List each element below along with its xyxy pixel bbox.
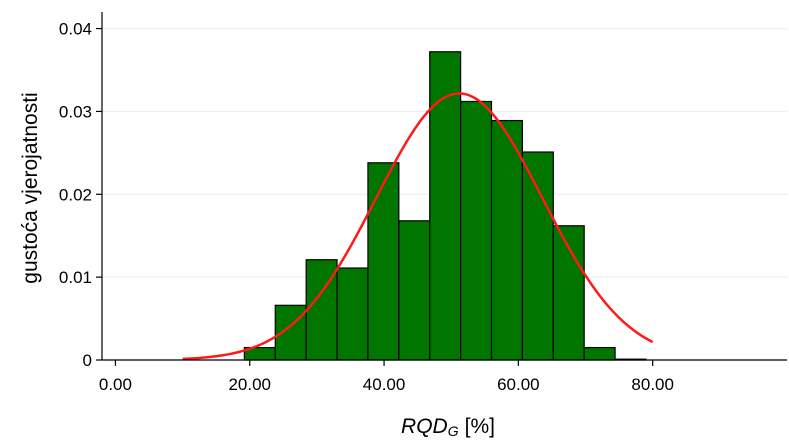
x-tick-label-2: 40.00: [363, 375, 406, 394]
y-tick-label-2: 0.02: [59, 185, 92, 204]
histogram-bar-11: [583, 346, 616, 361]
x-tick-label-0: 0.00: [99, 375, 132, 394]
histogram-bar-3: [336, 267, 369, 361]
x-axis-title-unit: [%]: [465, 415, 495, 438]
x-tick-label-1: 20.00: [228, 375, 271, 394]
y-tick-label-3: 0.03: [59, 102, 92, 121]
y-tick-label-1: 0.01: [59, 268, 92, 287]
x-tick-label-3: 60.00: [497, 375, 540, 394]
x-tick-label-4: 80.00: [631, 375, 674, 394]
histogram-bar-9: [521, 151, 554, 361]
axes: [96, 12, 787, 366]
y-axis-title: gustoća vjerojatnosti: [19, 92, 42, 283]
histogram-bar-8: [490, 119, 524, 361]
x-axis-title-main: RQD: [401, 415, 448, 438]
histogram-bar-4: [367, 162, 400, 361]
histogram-bar-5: [398, 220, 431, 361]
tick-labels: 0 0.01 0.02 0.03 0.04 0.00 20.00 40.00 60.00 80.0…: [59, 20, 674, 394]
histogram-bar-7: [460, 100, 493, 361]
y-tick-label-0: 0: [83, 351, 92, 370]
x-axis-title-subscript: G: [448, 423, 459, 439]
x-axis-title: RQDG [%]: [401, 415, 495, 439]
density-curve-layer: [182, 92, 654, 361]
normal-density-curve: [182, 92, 654, 361]
y-tick-label-4: 0.04: [59, 20, 92, 39]
